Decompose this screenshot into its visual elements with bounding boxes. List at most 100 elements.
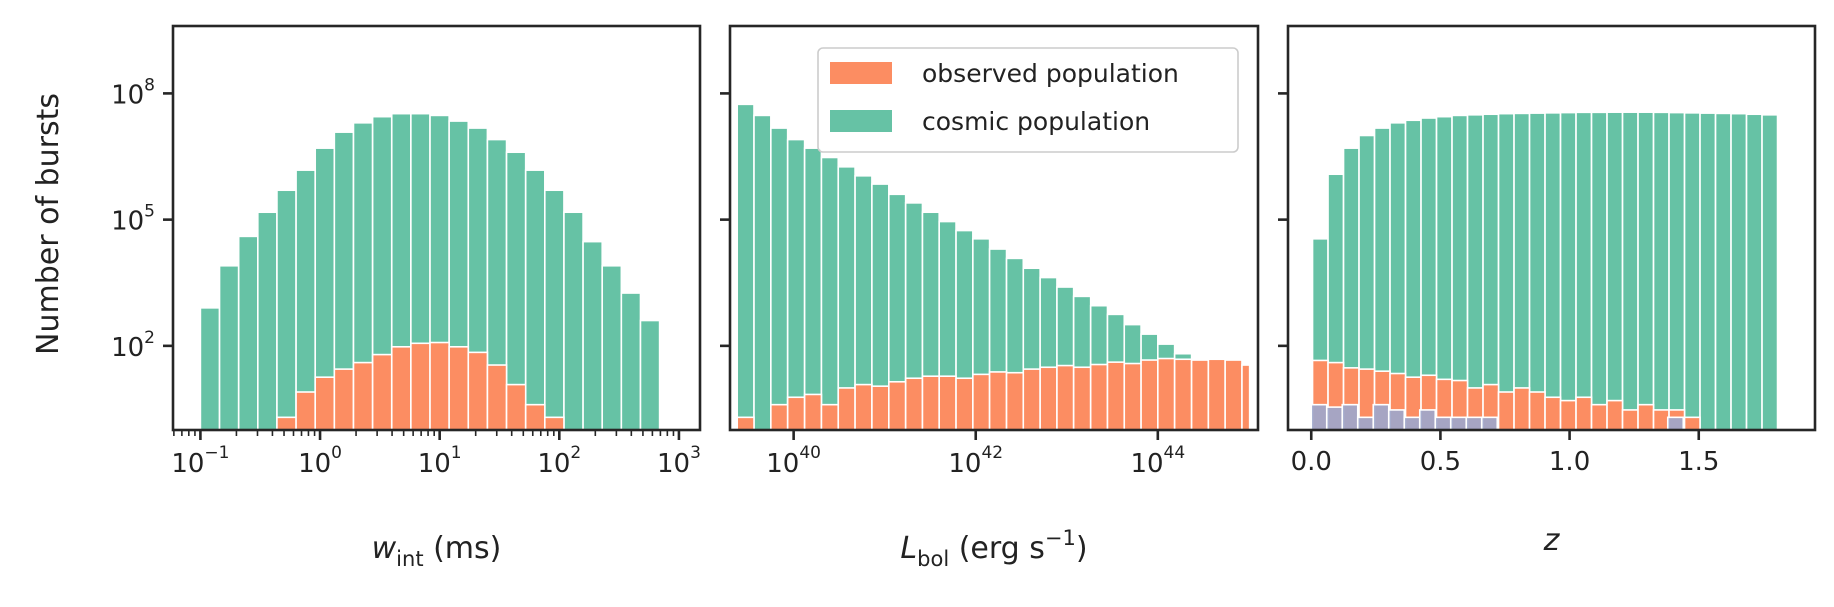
axes-frame [728, 24, 1260, 432]
observed-population-bar [1575, 396, 1593, 431]
x-tick-label: 0.5 [1420, 447, 1461, 477]
x-tick-label: 102 [537, 443, 581, 479]
observed-population-bar [972, 373, 991, 431]
cosmic-population-bar [582, 240, 604, 431]
observed-population-bar [854, 383, 873, 431]
axes-frame [171, 24, 702, 432]
cosmic-population-bar [1528, 112, 1546, 431]
observed-population-bar [1621, 409, 1639, 431]
cosmic-population-bar [1590, 111, 1608, 431]
x-tick-label: 1.0 [1549, 447, 1590, 477]
x-tick-label: 103 [657, 443, 701, 479]
legend-swatch [830, 110, 892, 132]
cosmic-population-bar [1668, 111, 1686, 431]
observed-population-bar [1590, 403, 1608, 431]
x-tick-label: 1.5 [1678, 447, 1719, 477]
observed-population-bar [1022, 368, 1041, 431]
legend-label: observed population [922, 59, 1179, 88]
observed-population-bar [352, 361, 374, 431]
observed-population-bar [871, 385, 890, 431]
legend-box [817, 47, 1239, 153]
panel-1: 102 105 108 10−1 100 101 102 103 wint (ms) [111, 24, 702, 571]
observed-population-bar [1173, 358, 1193, 431]
observed-population-bar [1039, 366, 1058, 431]
cosmic-population-bar [1652, 111, 1670, 431]
cosmic-population-bar [620, 292, 642, 431]
observed-population-bar [820, 403, 840, 431]
observed-population-bar [736, 416, 755, 431]
observed-population-bar [1652, 409, 1670, 431]
cosmic-population-bar [803, 147, 823, 431]
observed-population-bar [1559, 399, 1577, 431]
cosmic-population-bar [524, 169, 546, 431]
legend-label: cosmic population [922, 107, 1150, 136]
observed-population-bar [1106, 361, 1126, 431]
observed-population-bar [1207, 358, 1226, 431]
observed-population-bar [1089, 363, 1109, 431]
cosmic-population-bar [295, 169, 317, 431]
cosmic-population-bar [1621, 111, 1639, 431]
observed-population-bar [1241, 364, 1251, 431]
detected-burst-bar [1403, 416, 1421, 431]
observed-population-bar [837, 387, 856, 431]
observed-population-bar [314, 376, 336, 431]
cosmic-population-bar [1714, 112, 1732, 431]
y-tick-label: 108 [111, 75, 155, 110]
observed-population-bar [955, 377, 974, 431]
observed-population-bar [1637, 403, 1655, 431]
x-axis-label: z [1543, 523, 1561, 558]
x-tick-label: 101 [418, 443, 462, 479]
observed-population-bar [1683, 416, 1701, 431]
observed-population-bar [1123, 362, 1142, 431]
x-tick-label: 1042 [948, 443, 1003, 479]
cosmic-population-bar [199, 307, 221, 431]
x-axis-label: Lbol (erg s−1) [900, 526, 1087, 571]
observed-population-bar [524, 403, 546, 431]
x-tick-label: 1044 [1130, 443, 1185, 479]
detected-burst-bar [1434, 416, 1452, 431]
observed-population-bar [1224, 359, 1243, 431]
observed-population-bar [371, 353, 393, 431]
observed-population-bar [1072, 366, 1092, 431]
cosmic-population-bar [1482, 113, 1500, 431]
observed-population-bar [904, 377, 924, 431]
cosmic-population-bar [1637, 111, 1655, 431]
observed-population-bar [1606, 399, 1624, 431]
observed-population-bar [1528, 391, 1546, 431]
panel-2: 1040 1042 1044 Lbol (erg s−1) observed popul… [720, 24, 1260, 571]
observed-population-bar [467, 351, 489, 431]
cosmic-population-bar [639, 319, 661, 431]
observed-population-bar [1056, 364, 1075, 431]
observed-population-bar [410, 342, 431, 431]
observed-population-bar [1544, 396, 1562, 431]
cosmic-population-bar [257, 211, 278, 431]
cosmic-population-bar [820, 156, 840, 431]
observed-population-bar [429, 341, 450, 431]
y-axis-label: Number of bursts [31, 93, 66, 355]
cosmic-population-bar [1466, 114, 1484, 431]
detected-burst-bar [1480, 416, 1499, 431]
cosmic-population-bar [1497, 112, 1515, 431]
x-tick-label: 10−1 [171, 443, 229, 479]
cosmic-population-bar [1575, 111, 1593, 431]
x-axis-label: wint (ms) [372, 531, 502, 571]
cosmic-population-bar [1559, 111, 1577, 431]
detected-burst-bar [1310, 403, 1328, 431]
axes-frame [1286, 24, 1817, 432]
cosmic-population-bar [1606, 111, 1624, 431]
y-tick-label: 105 [111, 202, 155, 237]
observed-population-bar [888, 380, 907, 431]
observed-population-bar [1005, 371, 1025, 431]
panel-3: 0.0 0.5 1.0 1.5 z [1278, 24, 1817, 558]
observed-population-bar [1497, 391, 1515, 431]
detected-burst-bar [1465, 416, 1483, 431]
observed-population-bar [276, 416, 297, 431]
x-tick-label: 100 [298, 443, 342, 479]
observed-population-bar [803, 393, 823, 431]
cosmic-population-bar [276, 189, 297, 431]
detected-burst-bar [1356, 416, 1375, 431]
cosmic-population-bar [601, 264, 623, 431]
observed-population-bar [448, 345, 470, 431]
cosmic-population-bar [753, 114, 772, 431]
